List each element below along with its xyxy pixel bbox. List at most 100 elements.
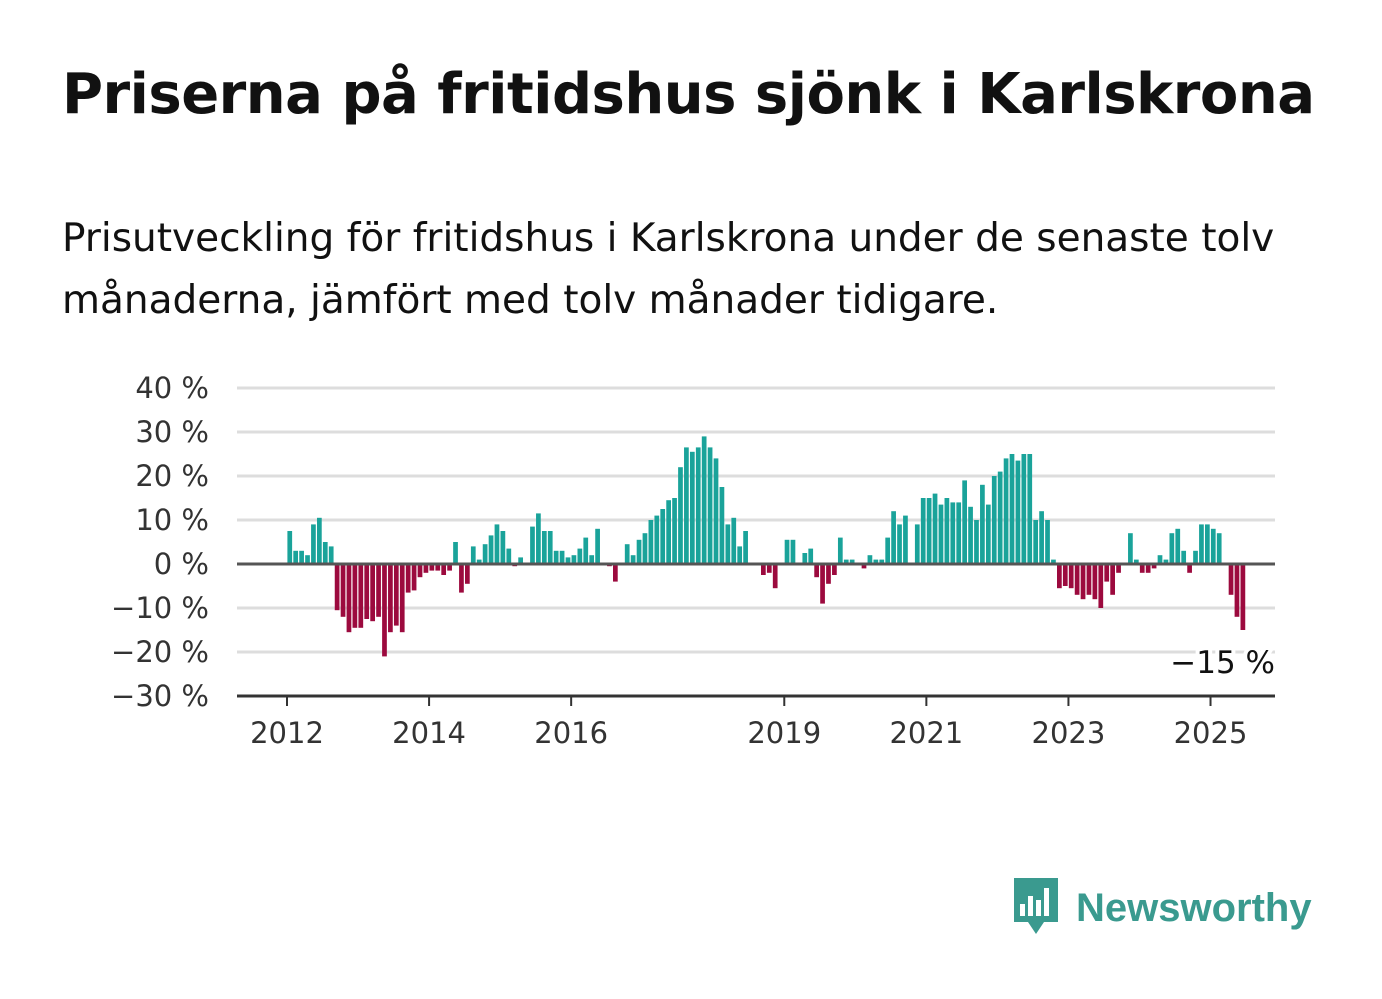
bar — [725, 524, 731, 564]
bar — [1151, 564, 1157, 569]
bar — [399, 564, 405, 633]
bar — [1045, 520, 1050, 564]
bar — [411, 564, 417, 591]
brand: Newsworthy — [1010, 876, 1312, 940]
bar — [873, 559, 879, 564]
y-tick-label: 40 % — [135, 371, 209, 405]
bar — [820, 564, 825, 604]
y-tick-label: −30 % — [111, 679, 209, 713]
bar — [1163, 559, 1169, 564]
bar — [328, 546, 334, 564]
bar — [985, 504, 991, 564]
bar — [1092, 564, 1098, 600]
bar — [447, 564, 452, 571]
bar — [956, 502, 962, 564]
bar — [293, 550, 299, 564]
bar — [299, 550, 304, 564]
bar — [583, 537, 589, 564]
bar — [879, 559, 885, 564]
bar — [1199, 524, 1204, 564]
bar — [423, 564, 429, 573]
bar — [719, 487, 725, 564]
bar — [849, 559, 855, 564]
bar — [974, 520, 979, 564]
bar — [707, 447, 713, 564]
bar — [441, 564, 447, 575]
bar — [903, 515, 908, 564]
newsworthy-logo-icon — [1014, 878, 1058, 934]
bar — [346, 564, 352, 633]
bar — [305, 555, 310, 564]
x-tick-label: 2025 — [1174, 716, 1248, 750]
x-tick-label: 2014 — [392, 716, 466, 750]
bar — [1074, 564, 1080, 595]
y-tick-label: 30 % — [135, 415, 209, 449]
bar — [861, 564, 867, 569]
bar — [1039, 511, 1044, 564]
bar — [417, 564, 423, 578]
bar — [518, 557, 523, 564]
bar — [654, 515, 660, 564]
bar — [731, 517, 737, 564]
bar — [536, 513, 541, 564]
bar — [459, 564, 464, 593]
bar — [932, 493, 938, 564]
bar — [1157, 555, 1163, 564]
bar — [364, 564, 370, 619]
bar — [388, 564, 393, 633]
bar — [1015, 460, 1021, 564]
bar — [565, 557, 571, 564]
bar — [1104, 564, 1110, 582]
bar — [837, 537, 843, 564]
page-title: Priserna på fritidshus sjönk i Karlskron… — [62, 62, 1315, 127]
bar — [891, 511, 896, 564]
bar — [1009, 454, 1015, 564]
bar — [1057, 564, 1062, 589]
bar — [826, 564, 831, 584]
bar — [944, 498, 950, 564]
bar — [488, 535, 494, 564]
bar — [832, 564, 837, 575]
bar — [689, 451, 695, 564]
bar — [950, 502, 956, 564]
bar — [636, 539, 642, 564]
bar — [340, 564, 346, 617]
bar — [701, 436, 707, 564]
bar — [1003, 458, 1009, 564]
bar — [1080, 564, 1086, 600]
bar — [1187, 564, 1192, 573]
bar — [1027, 454, 1033, 564]
bar — [808, 548, 814, 564]
x-axis: 2012 2014 2016 2019 2021 2023 2025 — [250, 696, 1247, 750]
bar — [317, 517, 322, 564]
bar — [784, 539, 790, 564]
page-subtitle: Prisutveckling för fritidshus i Karlskro… — [62, 216, 1275, 323]
bar — [980, 484, 985, 564]
bar — [772, 564, 778, 589]
bar — [814, 564, 819, 578]
bar — [766, 564, 772, 573]
y-tick-label: −20 % — [111, 635, 209, 669]
bar — [1098, 564, 1104, 608]
bar — [429, 564, 435, 571]
bar — [476, 559, 482, 564]
bar — [1193, 550, 1198, 564]
bar — [1175, 528, 1181, 564]
bar — [1086, 564, 1092, 595]
bar — [1228, 564, 1234, 595]
data-label: −15 % — [1170, 645, 1275, 681]
bar — [506, 548, 512, 564]
bar — [393, 564, 399, 626]
bar — [1145, 564, 1151, 573]
bar — [867, 555, 873, 564]
bar — [843, 559, 849, 564]
x-tick-label: 2016 — [534, 716, 608, 750]
bar — [678, 467, 683, 564]
bar — [1181, 550, 1187, 564]
bar — [1021, 454, 1027, 564]
bar — [613, 564, 618, 582]
bar — [465, 564, 470, 584]
bar — [630, 555, 636, 564]
bar — [559, 550, 565, 564]
bar — [453, 542, 458, 564]
